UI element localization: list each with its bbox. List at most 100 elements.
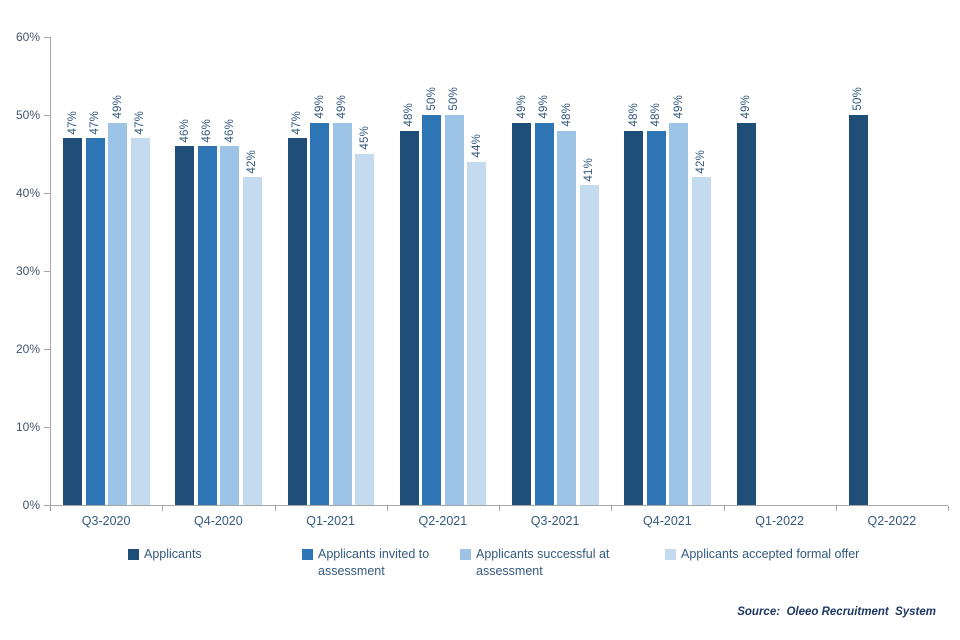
bar-value-text: 44% <box>470 134 483 158</box>
y-axis-tick-mark <box>44 505 50 506</box>
legend-swatch-applicants <box>128 549 139 560</box>
legend-item-accepted: Applicants accepted formal offer <box>665 546 859 563</box>
bar-q2-2021-series1 <box>399 130 419 505</box>
y-axis-line <box>50 37 51 505</box>
bar-q1-2021-series2 <box>310 122 329 505</box>
x-axis-category-label: Q3-2021 <box>530 514 580 528</box>
bar-value-text: 49% <box>336 95 348 119</box>
x-axis-category-label: Q4-2020 <box>194 514 243 528</box>
x-axis-tick-mark <box>611 506 613 511</box>
bar-value-text: 41% <box>583 157 595 182</box>
bar-value-text: 50% <box>425 87 438 111</box>
bar-value-text: 42% <box>695 149 708 174</box>
bar-value-text: 46% <box>201 118 214 143</box>
x-axis-line <box>50 505 948 506</box>
bar-q1-2021-series1 <box>287 138 307 505</box>
bar-value-label: 49% <box>663 91 694 119</box>
bar-q3-2021-series4 <box>579 185 599 505</box>
bar-value-text: 47% <box>66 110 79 135</box>
y-axis-tick-label: 60% <box>15 30 40 44</box>
bar-q4-2021-series3 <box>669 122 689 505</box>
bar-value-text: 50% <box>448 87 461 111</box>
x-axis-tick-mark <box>835 506 837 511</box>
x-axis-category-label: Q2-2022 <box>867 514 917 528</box>
bar-value-text: 47% <box>134 110 146 135</box>
bar-q2-2021-series2 <box>422 115 442 505</box>
bar-value-label: 41% <box>574 153 605 182</box>
bar-value-label: 49% <box>731 91 762 119</box>
bar-q4-2020-series3 <box>220 146 240 505</box>
bar-value-text: 49% <box>313 95 326 119</box>
bar-q4-2020-series2 <box>197 146 217 505</box>
x-axis-category-label: Q1-2022 <box>755 514 804 528</box>
x-axis-tick-mark <box>50 506 51 511</box>
bar-q1-2021-series3 <box>332 122 352 505</box>
bar-q3-2020-series4 <box>130 138 150 505</box>
bar-value-text: 46% <box>223 118 236 143</box>
source-note: Source: Oleeo Recruitment System <box>737 606 936 618</box>
bar-value-text: 42% <box>246 149 259 174</box>
y-axis-tick-mark <box>44 193 50 194</box>
bar-q3-2020-series1 <box>63 138 82 505</box>
y-axis-tick-label: 40% <box>15 186 40 200</box>
y-axis-tick-label: 50% <box>15 108 40 122</box>
bar-value-label: 46% <box>214 114 245 143</box>
y-axis-tick-mark <box>44 427 50 428</box>
bar-q2-2021-series3 <box>444 115 464 505</box>
legend-swatch-accepted <box>665 549 676 560</box>
bar-value-label: 45% <box>349 122 380 150</box>
legend-item-applicants: Applicants <box>128 546 202 563</box>
bar-value-text: 47% <box>89 110 101 135</box>
bar-value-text: 48% <box>560 102 573 127</box>
bar-q4-2021-series4 <box>691 177 711 505</box>
bar-value-label: 47% <box>125 106 156 135</box>
bar-q2-2021-series4 <box>467 161 487 505</box>
bar-value-text: 49% <box>672 95 685 119</box>
bar-q2-2022-series1 <box>848 115 868 505</box>
y-axis-tick-label: 0% <box>22 498 40 512</box>
y-axis-tick-label: 10% <box>15 420 40 434</box>
bar-value-label: 42% <box>686 145 717 174</box>
bar-value-label: 50% <box>439 83 470 111</box>
bar-q4-2020-series4 <box>242 177 262 505</box>
y-axis-tick-label: 20% <box>15 342 40 356</box>
bar-q4-2020-series1 <box>175 146 195 505</box>
bar-q1-2022-series1 <box>736 122 756 505</box>
bar-value-text: 48% <box>650 102 663 127</box>
x-axis-tick-mark <box>723 506 725 511</box>
bar-q1-2021-series4 <box>355 154 374 505</box>
x-axis-tick-mark <box>499 506 500 511</box>
bar-value-text: 49% <box>111 95 124 119</box>
bar-value-text: 48% <box>403 102 416 127</box>
bar-q3-2021-series2 <box>534 122 554 505</box>
bar-value-text: 49% <box>538 95 550 119</box>
legend-label-accepted: Applicants accepted formal offer <box>681 547 860 561</box>
bar-q4-2021-series2 <box>646 130 666 505</box>
bar-value-text: 49% <box>740 95 752 119</box>
legend-label-successful: Applicants successful at assessment <box>476 547 610 578</box>
x-axis-category-label: Q4-2021 <box>643 514 692 528</box>
legend-item-successful: Applicants successful at assessment <box>460 546 618 579</box>
y-axis-tick-mark <box>44 271 50 272</box>
y-axis-tick-label: 30% <box>15 264 40 278</box>
legend-label-applicants: Applicants <box>144 547 202 561</box>
bar-q3-2020-series3 <box>108 122 127 505</box>
x-axis-tick-mark <box>274 506 276 511</box>
y-axis-tick-mark <box>44 37 50 38</box>
bar-value-text: 46% <box>178 118 191 143</box>
bar-value-text: 49% <box>515 95 528 119</box>
x-axis-category-label: Q3-2020 <box>81 514 131 528</box>
y-axis-tick-mark <box>44 349 50 350</box>
legend-label-invited: Applicants invited to assessment <box>318 547 430 578</box>
x-axis-tick-mark <box>162 506 164 511</box>
bar-value-label: 49% <box>327 91 358 119</box>
legend-swatch-invited <box>302 549 313 560</box>
bar-value-label: 42% <box>237 145 268 174</box>
x-axis-category-label: Q1-2021 <box>306 514 355 528</box>
bar-value-text: 45% <box>358 126 371 150</box>
legend-swatch-successful <box>460 549 471 560</box>
bar-q3-2020-series2 <box>85 138 105 505</box>
bar-value-label: 44% <box>461 130 492 158</box>
